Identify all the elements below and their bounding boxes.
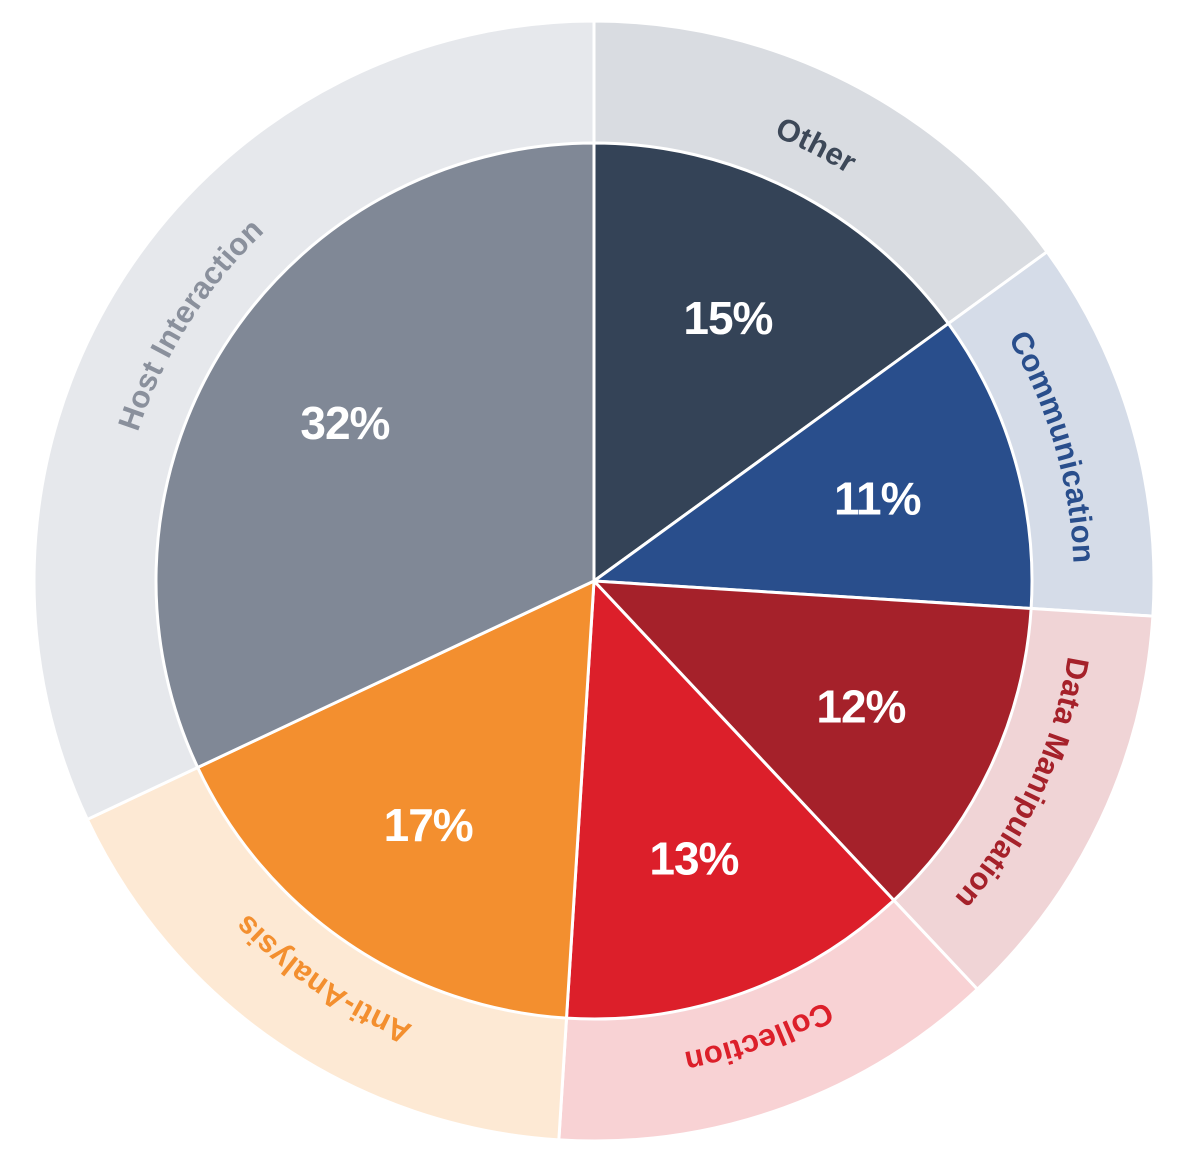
- value-label-data-manipulation: 12%: [816, 681, 905, 733]
- slice-host-interaction: [154, 141, 596, 770]
- percent-labels: 15% 11% 12% 13% 17% 32%: [300, 292, 921, 885]
- value-label-host-interaction: 32%: [300, 397, 389, 449]
- slice-other: [592, 141, 951, 584]
- value-label-anti-analysis: 17%: [384, 799, 473, 851]
- pie-slices: [154, 141, 1034, 1021]
- slice-communication: [589, 321, 1034, 611]
- slice-collection: [564, 577, 896, 1021]
- value-label-other: 15%: [683, 292, 772, 344]
- slice-data-manipulation: [590, 579, 1033, 903]
- slice-anti-analysis: [195, 578, 596, 1020]
- value-label-collection: 13%: [649, 833, 738, 885]
- value-label-communication: 11%: [834, 473, 921, 525]
